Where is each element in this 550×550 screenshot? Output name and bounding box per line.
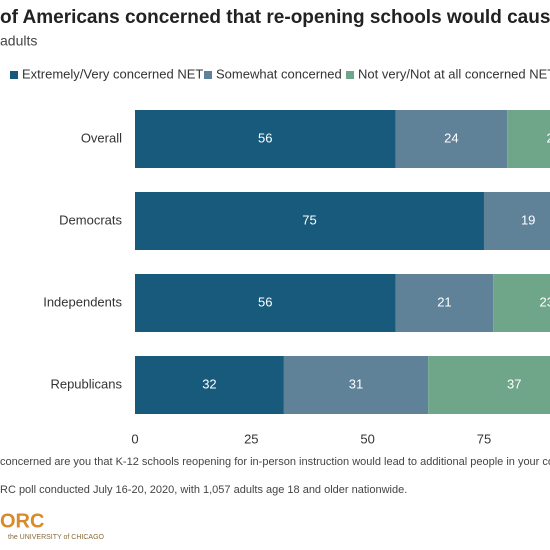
bar-segment [507, 110, 550, 168]
x-tick-label: 50 [360, 431, 374, 446]
data-label: 31 [349, 376, 363, 391]
data-label: 24 [444, 130, 458, 145]
legend-swatch [204, 71, 212, 79]
data-label: 23 [540, 294, 550, 309]
footnote: RC poll conducted July 16-20, 2020, with… [0, 484, 407, 496]
data-label: 56 [258, 130, 272, 145]
y-tick-label: Republicans [50, 376, 122, 391]
bar-segment [283, 356, 429, 414]
bar-segment [493, 274, 550, 332]
bar-segment [135, 192, 484, 250]
legend-label: Somewhat concerned [216, 66, 342, 81]
legend-swatch [346, 71, 354, 79]
logo-sub: the UNIVERSITY of CHICAGO [8, 534, 105, 541]
bar-segment [135, 274, 396, 332]
data-label: 56 [258, 294, 272, 309]
data-label: 19 [521, 212, 535, 227]
legend-label: Extremely/Very concerned NET [22, 66, 203, 81]
bar-segment [428, 356, 550, 414]
data-label: 21 [437, 294, 451, 309]
chart-subtitle: adults [0, 33, 37, 49]
data-label: 75 [302, 212, 316, 227]
data-label: 20 [547, 130, 550, 145]
y-tick-label: Democrats [59, 212, 122, 227]
data-label: 37 [507, 376, 521, 391]
footnote: concerned are you that K-12 schools reop… [0, 456, 550, 468]
logo: ORC [0, 510, 44, 532]
y-tick-label: Independents [43, 294, 122, 309]
bar-segment [483, 192, 550, 250]
bar-segment [135, 356, 284, 414]
data-label: 32 [202, 376, 216, 391]
bar-segment [395, 110, 508, 168]
x-tick-label: 75 [477, 431, 491, 446]
legend-label: Not very/Not at all concerned NET [358, 66, 550, 81]
x-tick-label: 0 [131, 431, 138, 446]
bar-segment [135, 110, 396, 168]
x-tick-label: 25 [244, 431, 258, 446]
legend-swatch [10, 71, 18, 79]
y-tick-label: Overall [81, 130, 122, 145]
chart-title: of Americans concerned that re-opening s… [0, 7, 550, 28]
bar-segment [395, 274, 494, 332]
